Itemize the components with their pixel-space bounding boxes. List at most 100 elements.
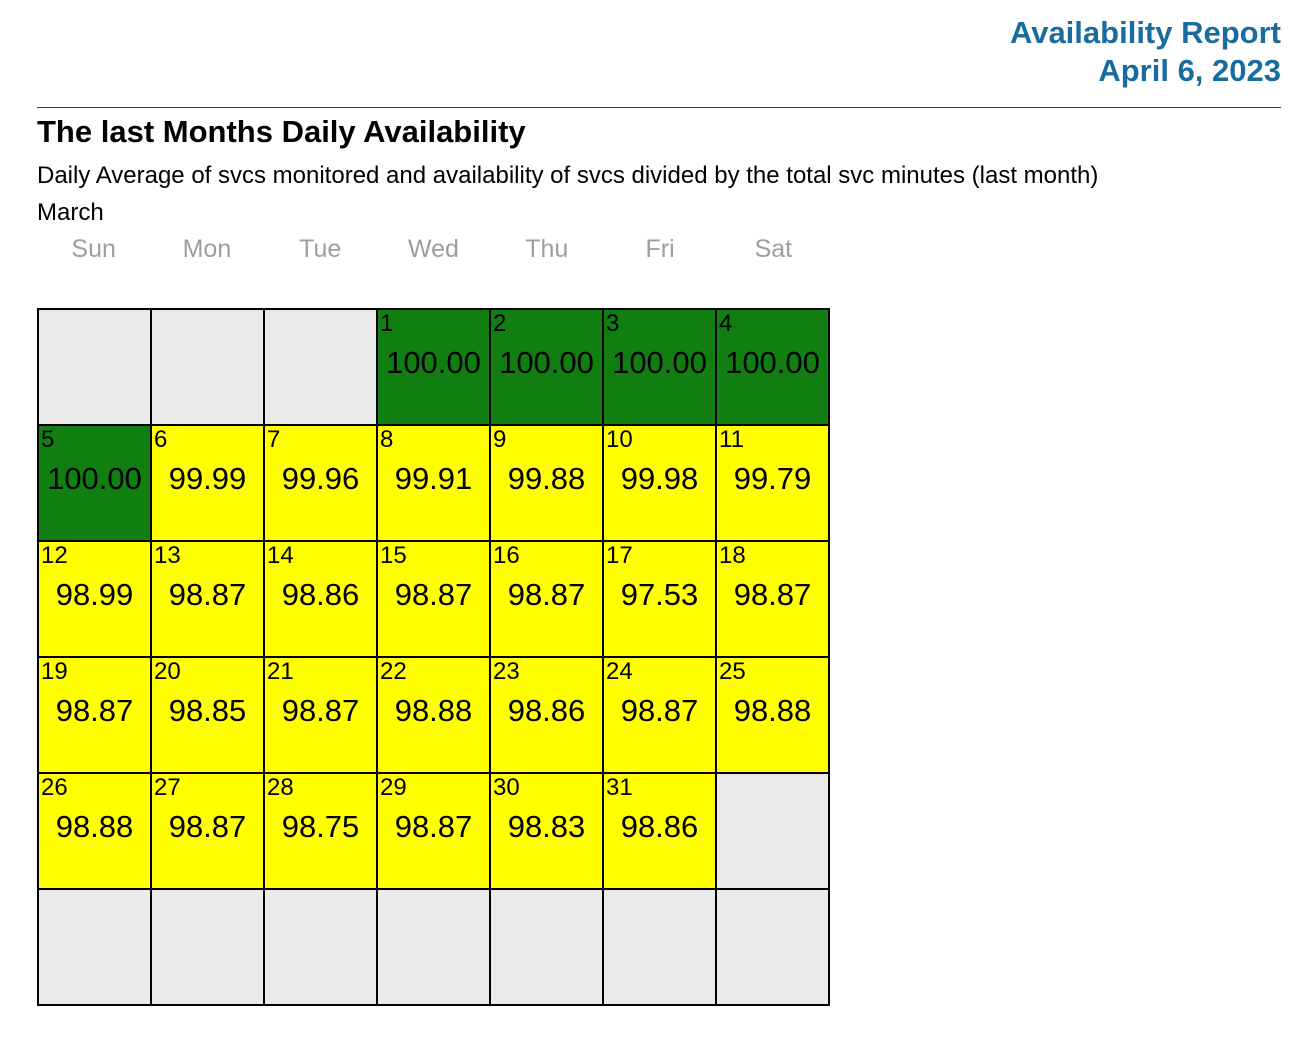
month-label: March	[37, 199, 104, 226]
calendar-empty-cell	[264, 309, 377, 425]
calendar-day-4: 4 100.00	[716, 309, 829, 425]
day-number: 26	[41, 774, 68, 801]
day-number: 7	[267, 426, 281, 453]
calendar-empty-cell	[38, 889, 151, 1005]
day-number: 16	[493, 542, 520, 569]
weekday-header-mon: Mon	[182, 235, 232, 263]
weekday-header-tue: Tue	[299, 235, 342, 263]
calendar-empty-cell	[38, 309, 151, 425]
calendar-day-24: 24 98.87	[603, 657, 716, 773]
calendar-week-row: 19 98.87 20 98.85 21 98.87 22 98.88 23 98.86 24 98.…	[38, 657, 829, 773]
calendar-day-31: 31 98.86	[603, 773, 716, 889]
weekday-header-fri: Fri	[645, 235, 675, 263]
day-availability-value: 98.87	[168, 577, 247, 612]
day-number: 31	[606, 774, 633, 801]
calendar-day-29: 29 98.87	[377, 773, 490, 889]
calendar-empty-cell	[151, 889, 264, 1005]
day-number: 13	[154, 542, 181, 569]
weekday-header-row: Sun Mon Tue Wed Thu Fri Sat	[37, 234, 830, 264]
day-number: 24	[606, 658, 633, 685]
calendar-empty-cell	[716, 773, 829, 889]
day-availability-value: 98.88	[55, 809, 134, 844]
day-availability-value: 98.87	[281, 693, 360, 728]
day-number: 27	[154, 774, 181, 801]
calendar-empty-cell	[377, 889, 490, 1005]
day-number: 2	[493, 310, 507, 337]
day-number: 20	[154, 658, 181, 685]
day-availability-value: 100.00	[47, 461, 142, 496]
calendar-day-28: 28 98.75	[264, 773, 377, 889]
calendar-day-20: 20 98.85	[151, 657, 264, 773]
day-number: 25	[719, 658, 746, 685]
calendar-week-row: 26 98.88 27 98.87 28 98.75 29 98.87 30 98.83 31 98.…	[38, 773, 829, 889]
day-number: 5	[41, 426, 55, 453]
day-availability-value: 100.00	[386, 345, 481, 380]
day-number: 14	[267, 542, 294, 569]
day-availability-value: 98.87	[620, 693, 699, 728]
day-availability-value: 98.88	[733, 693, 812, 728]
day-number: 30	[493, 774, 520, 801]
calendar-day-11: 11 99.79	[716, 425, 829, 541]
day-number: 21	[267, 658, 294, 685]
calendar-day-25: 25 98.88	[716, 657, 829, 773]
day-availability-value: 98.87	[394, 809, 473, 844]
day-availability-value: 98.83	[507, 809, 586, 844]
calendar-day-13: 13 98.87	[151, 541, 264, 657]
day-availability-value: 98.87	[733, 577, 812, 612]
calendar-day-14: 14 98.86	[264, 541, 377, 657]
calendar-empty-cell	[716, 889, 829, 1005]
report-subtitle: Daily Average of svcs monitored and avai…	[37, 162, 1099, 189]
weekday-header-thu: Thu	[525, 235, 569, 263]
day-number: 11	[719, 426, 744, 453]
weekday-header-sat: Sat	[754, 235, 793, 263]
day-number: 22	[380, 658, 407, 685]
day-number: 6	[154, 426, 168, 453]
calendar-empty-cell	[490, 889, 603, 1005]
day-number: 28	[267, 774, 294, 801]
day-number: 4	[719, 310, 733, 337]
report-header: Availability Report April 6, 2023	[37, 14, 1281, 90]
section-heading: The last Months Daily Availability	[37, 114, 526, 149]
calendar-day-1: 1 100.00	[377, 309, 490, 425]
day-number: 3	[606, 310, 620, 337]
day-availability-value: 98.87	[507, 577, 586, 612]
day-number: 15	[380, 542, 407, 569]
day-availability-value: 99.98	[620, 461, 699, 496]
day-number: 19	[41, 658, 68, 685]
calendar-empty-cell	[151, 309, 264, 425]
report-title: Availability Report	[1009, 15, 1281, 50]
calendar-day-3: 3 100.00	[603, 309, 716, 425]
day-availability-value: 99.99	[168, 461, 247, 496]
calendar-week-row	[38, 889, 829, 1005]
header-divider	[37, 107, 1281, 108]
day-availability-value: 97.53	[620, 577, 699, 612]
day-availability-value: 98.88	[394, 693, 473, 728]
report-date: April 6, 2023	[1098, 53, 1281, 88]
day-availability-value: 100.00	[499, 345, 594, 380]
day-availability-value: 100.00	[725, 345, 820, 380]
calendar-day-27: 27 98.87	[151, 773, 264, 889]
day-availability-value: 98.85	[168, 693, 247, 728]
calendar-day-26: 26 98.88	[38, 773, 151, 889]
calendar-day-12: 12 98.99	[38, 541, 151, 657]
day-number: 10	[606, 426, 633, 453]
calendar-day-17: 17 97.53	[603, 541, 716, 657]
day-number: 12	[41, 542, 68, 569]
calendar-day-9: 9 99.88	[490, 425, 603, 541]
calendar-week-row: 1 100.00 2 100.00 3 100.00 4 100.00	[38, 309, 829, 425]
calendar-day-5: 5 100.00	[38, 425, 151, 541]
day-number: 1	[380, 310, 394, 337]
calendar-day-16: 16 98.87	[490, 541, 603, 657]
day-number: 17	[606, 542, 633, 569]
day-number: 9	[493, 426, 507, 453]
day-number: 8	[380, 426, 394, 453]
day-availability-value: 98.86	[281, 577, 360, 612]
availability-calendar: 1 100.00 2 100.00 3 100.00 4 100.00 5 100.00 6 99.9…	[37, 308, 830, 1006]
calendar-empty-cell	[264, 889, 377, 1005]
calendar-day-19: 19 98.87	[38, 657, 151, 773]
day-availability-value: 99.79	[733, 461, 812, 496]
weekday-header-sun: Sun	[71, 235, 116, 263]
calendar-day-22: 22 98.88	[377, 657, 490, 773]
calendar-day-2: 2 100.00	[490, 309, 603, 425]
day-availability-value: 100.00	[612, 345, 707, 380]
